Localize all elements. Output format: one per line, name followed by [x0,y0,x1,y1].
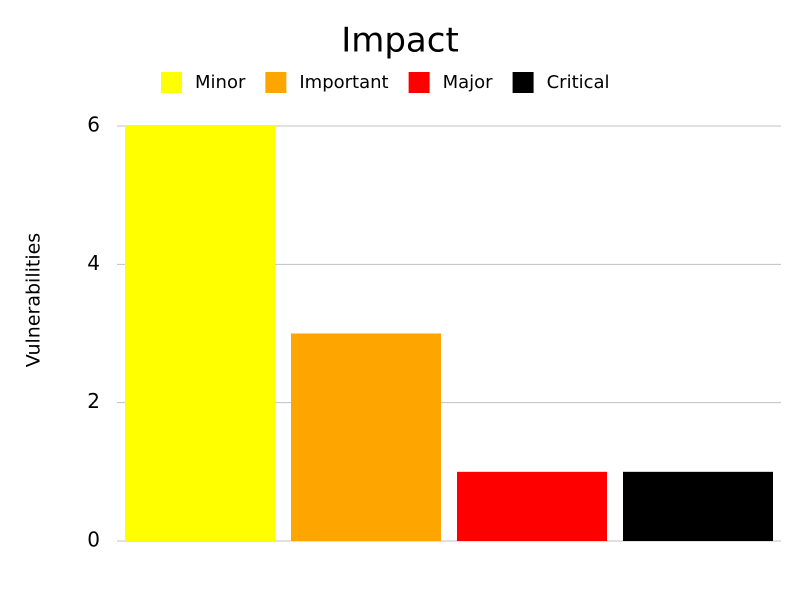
legend-label: Important [299,72,388,93]
legend-swatch [408,72,430,93]
y-tick-label: 6 [87,113,100,137]
bar [125,126,275,541]
legend-label: Major [443,72,494,93]
y-tick-label: 4 [87,251,100,275]
legend-label: Critical [547,72,610,93]
bar [457,471,607,541]
legend-swatch [512,72,534,93]
bar [623,471,773,541]
y-tick-label: 2 [87,389,100,413]
legend-label: Minor [195,72,246,93]
chart-title: Impact [341,21,459,61]
y-axis-label: Vulnerabilities [23,233,45,367]
y-tick-label: 0 [87,528,100,552]
bar [291,333,441,541]
legend-swatch [265,72,287,93]
legend-swatch [161,72,182,93]
